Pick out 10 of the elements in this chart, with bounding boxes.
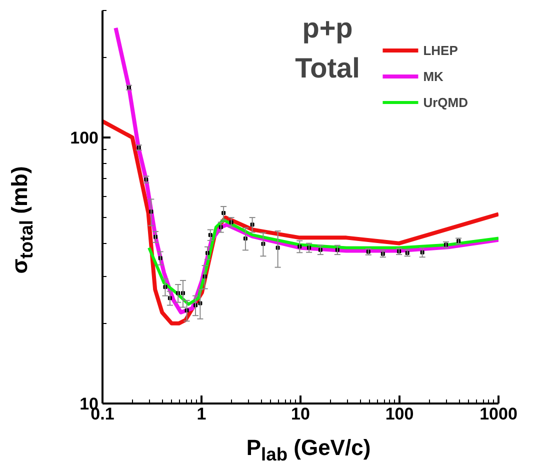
legend-label: UrQMD <box>423 94 468 110</box>
x-tick-label: 1000 <box>480 404 518 424</box>
x-tick-label: 100 <box>385 404 414 424</box>
chart-title: p+p <box>302 12 353 44</box>
legend-label: LHEP <box>423 42 458 58</box>
x-tick-label: 10 <box>291 404 310 424</box>
legend-label: MK <box>423 68 444 84</box>
x-tick-label: 1 <box>196 404 206 424</box>
text: Total <box>295 52 360 84</box>
x-axis-title: P$_{lab}$ (GeV/c) <box>246 435 371 466</box>
